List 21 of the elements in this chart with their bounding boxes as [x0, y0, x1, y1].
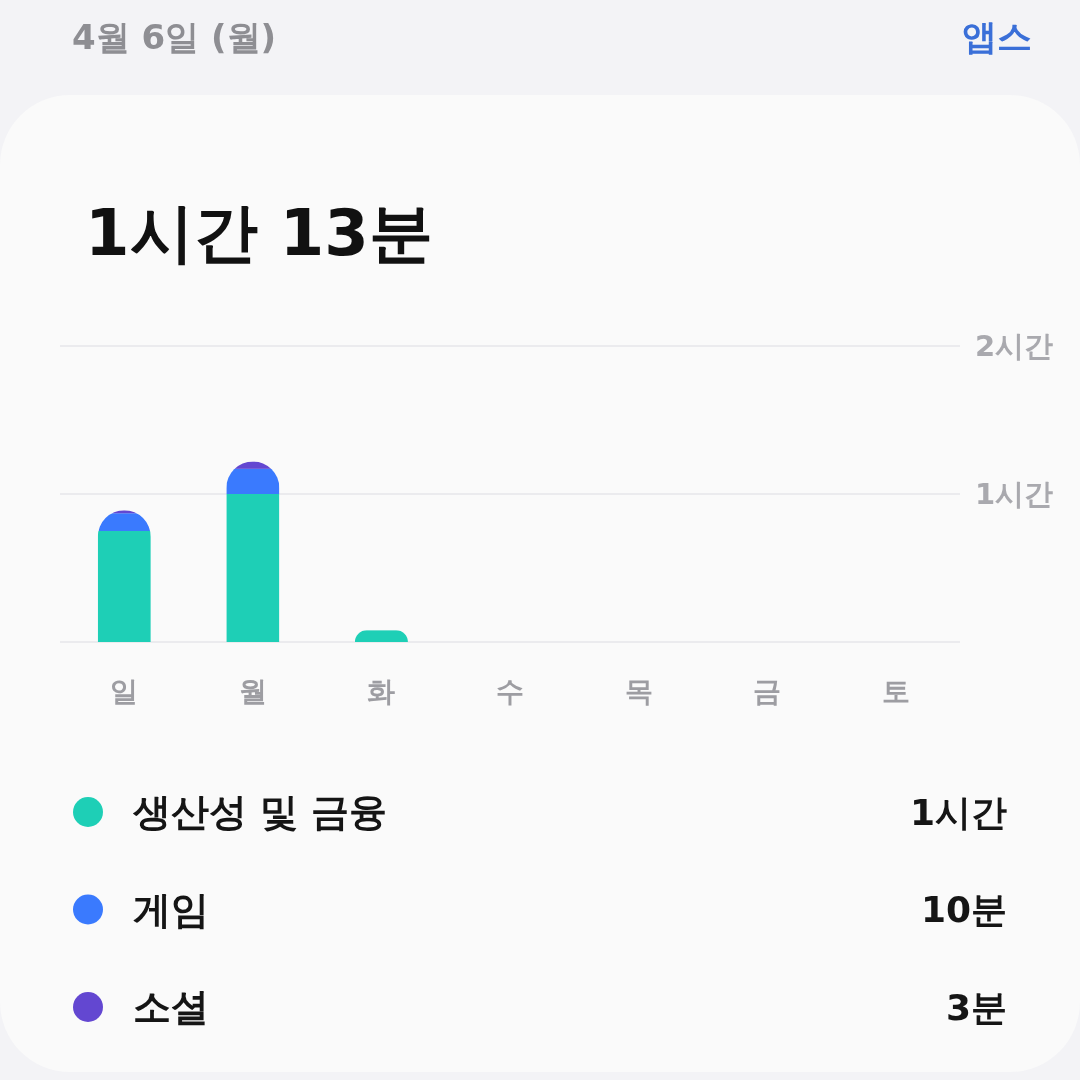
- x-tick-label: 목: [624, 674, 653, 708]
- x-tick-label: 화: [367, 674, 396, 708]
- bar: [97, 531, 151, 642]
- bar: [226, 468, 280, 494]
- x-tick-label: 월: [238, 674, 267, 708]
- legend-item: 소셜 3분: [73, 985, 1007, 1029]
- legend-item: 게임 10분: [73, 887, 1007, 932]
- legend-label: 생산성 및 금융: [132, 790, 388, 834]
- y-tick-label: 2시간: [975, 329, 1054, 363]
- legend-item: 생산성 및 금융 1시간: [73, 790, 1007, 834]
- chart-subtitle: 1시간 13분: [85, 196, 433, 270]
- y-tick-label: 1시간: [975, 477, 1054, 511]
- x-tick-label: 토: [881, 674, 910, 708]
- bar: [226, 494, 280, 642]
- x-tick-label: 금: [753, 674, 782, 708]
- legend-label: 소셜: [133, 985, 209, 1029]
- x-tick-label: 수: [496, 674, 524, 708]
- chart-title: 4월 6일 (월): [72, 17, 277, 57]
- text: 앱스: [962, 17, 1032, 57]
- x-tick-label: 일: [110, 674, 139, 708]
- legend-label: 게임: [133, 887, 209, 932]
